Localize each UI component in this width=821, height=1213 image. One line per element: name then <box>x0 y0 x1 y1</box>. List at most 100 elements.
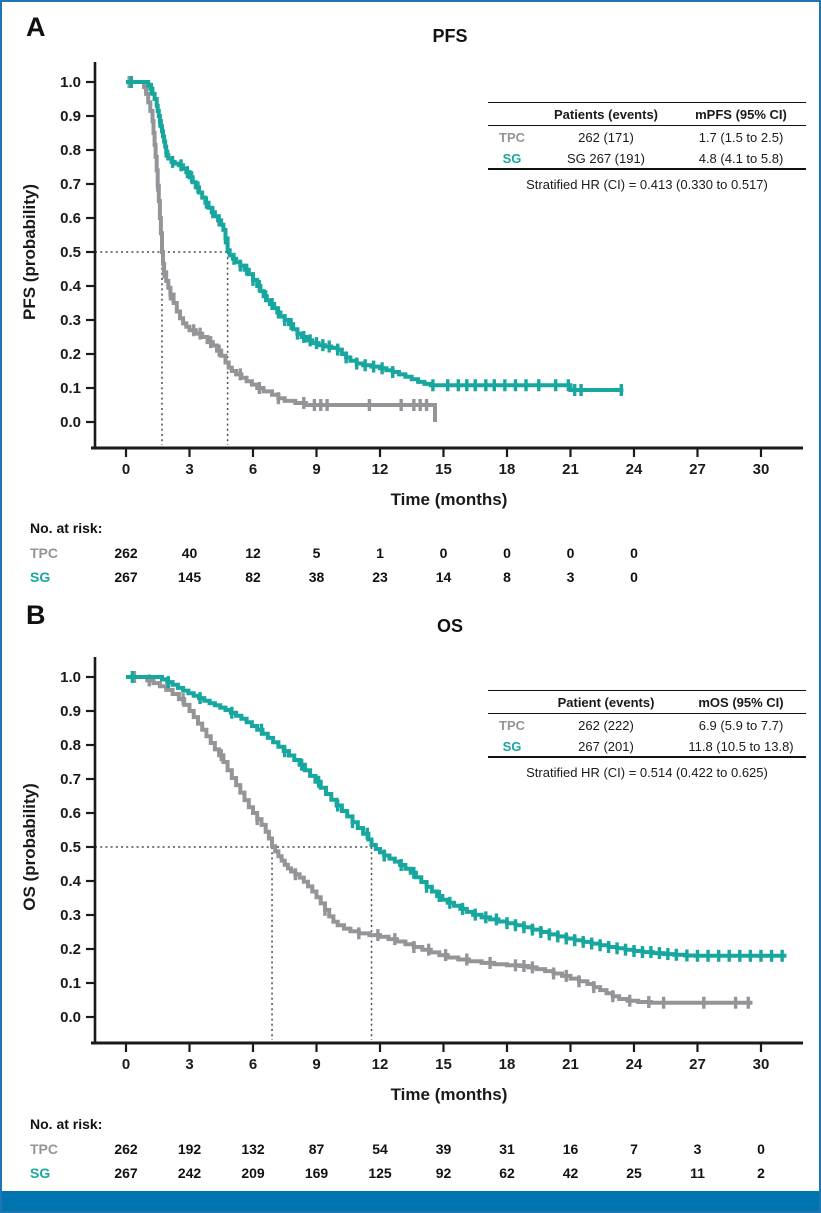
risk-count: 2 <box>757 1165 765 1181</box>
x-tick-label: 27 <box>689 1056 706 1073</box>
pfs-number-at-risk-table: No. at risk: TPC 262 40 12 5 1 0 0 0 0 SG 267 145 82 38… <box>2 520 819 598</box>
y-tick-label: 0.3 <box>60 312 81 329</box>
x-tick-label: 27 <box>689 461 706 478</box>
y-tick-label: 0.2 <box>60 346 81 363</box>
footer-accent-bar <box>2 1191 819 1211</box>
x-axis-title: Time (months) <box>391 490 508 509</box>
os-plot: 0.0 0.1 0.2 0.3 0.4 0.5 0.6 0.7 0.8 0.9 1.0 0 3 6 9 12 1… <box>20 657 803 1104</box>
pfs-stats-header-row: Patients (events) mPFS (95% CI) <box>488 102 806 126</box>
x-tick-label: 18 <box>499 1056 516 1073</box>
risk-count: 192 <box>177 1141 202 1157</box>
y-tick-label: 0.0 <box>60 414 81 431</box>
risk-count: 0 <box>630 545 638 561</box>
y-axis-title: PFS (probability) <box>20 184 39 320</box>
risk-count: 92 <box>435 1165 452 1181</box>
risk-row-label: SG <box>30 1165 51 1181</box>
pfs-stats-sg-patients: SG 267 (191) <box>566 151 646 166</box>
panel-a-letter: A <box>26 12 46 42</box>
risk-count: 42 <box>562 1165 579 1181</box>
pfs-stats-row-sg: SG SG 267 (191) 4.8 (4.1 to 5.8) <box>488 147 806 170</box>
y-tick-label: 0.4 <box>60 873 82 890</box>
x-tick-label: 0 <box>122 461 130 478</box>
x-tick-label: 12 <box>372 461 389 478</box>
os-stats-sg-label: SG <box>502 739 522 754</box>
risk-count: 7 <box>630 1141 638 1157</box>
os-hazard-ratio-text: Stratified HR (CI) = 0.514 (0.422 to 0.6… <box>526 765 768 780</box>
risk-count: 0 <box>757 1141 765 1157</box>
x-tick-label: 9 <box>312 1056 320 1073</box>
panel-b-title: OS <box>436 616 464 636</box>
os-stats-table: Patient (events) mOS (95% CI) TPC 262 (2… <box>488 690 806 779</box>
risk-count: 12 <box>245 545 261 561</box>
os-stats-row-sg: SG 267 (201) 11.8 (10.5 to 13.8) <box>488 735 806 758</box>
risk-table-title: No. at risk: <box>30 1116 103 1132</box>
risk-row-label: TPC <box>30 1141 58 1157</box>
x-tick-label: 30 <box>753 461 770 478</box>
os-stats-col1-header: Patient (events) <box>557 695 655 710</box>
risk-count: 25 <box>626 1165 642 1181</box>
risk-count: 5 <box>312 545 321 561</box>
risk-count: 14 <box>435 569 452 585</box>
pfs-stats-table: Patients (events) mPFS (95% CI) TPC 262 … <box>488 102 806 191</box>
risk-count: 169 <box>304 1165 329 1181</box>
y-tick-label: 0.0 <box>60 1009 81 1026</box>
tpc-survival-curve <box>126 80 437 422</box>
risk-count: 0 <box>630 569 638 585</box>
x-tick-label: 6 <box>249 1056 257 1073</box>
y-tick-label: 0.7 <box>60 176 81 193</box>
pfs-hazard-ratio-text: Stratified HR (CI) = 0.413 (0.330 to 0.5… <box>526 177 768 192</box>
os-stats-corner-cell <box>488 691 536 713</box>
x-tick-label: 30 <box>753 1056 770 1073</box>
risk-count: 145 <box>177 569 202 585</box>
x-tick-label: 9 <box>312 461 320 478</box>
x-tick-label: 21 <box>562 1056 579 1073</box>
y-tick-label: 0.1 <box>60 380 81 397</box>
risk-count: 1 <box>376 545 384 561</box>
risk-count: 38 <box>308 569 325 585</box>
risk-row-tpc: TPC 262 40 12 5 1 0 0 0 0 <box>2 545 819 565</box>
pfs-stats-tpc-patients: 262 (171) <box>578 130 634 145</box>
risk-count: 267 <box>114 569 138 585</box>
risk-count: 3 <box>566 569 575 585</box>
y-tick-label: 0.5 <box>60 244 81 261</box>
y-tick-label: 1.0 <box>60 74 81 91</box>
os-stats-tpc-label: TPC <box>499 718 525 733</box>
pfs-stats-sg-label: SG <box>502 151 522 166</box>
panel-a-title: PFS <box>432 26 468 46</box>
risk-row-sg: SG 267 242 209 169 125 92 62 42 25 11 2 <box>2 1165 819 1185</box>
risk-count: 0 <box>566 545 575 561</box>
y-tick-label: 0.1 <box>60 975 81 992</box>
y-tick-label: 0.4 <box>60 278 82 295</box>
os-stats-row-tpc: TPC 262 (222) 6.9 (5.9 to 7.7) <box>488 714 806 735</box>
os-stats-sg-median: 11.8 (10.5 to 13.8) <box>688 739 794 754</box>
risk-count: 132 <box>241 1141 265 1157</box>
risk-table-title: No. at risk: <box>30 520 103 536</box>
risk-count: 54 <box>372 1141 388 1157</box>
x-tick-label: 24 <box>626 461 643 478</box>
os-stats-tpc-patients: 262 (222) <box>578 718 634 733</box>
y-tick-label: 0.7 <box>60 771 81 788</box>
x-tick-label: 3 <box>185 1056 193 1073</box>
x-tick-label: 0 <box>122 1056 130 1073</box>
pfs-plot: 0.0 0.1 0.2 0.3 0.4 0.5 0.6 0.7 0.8 0.9 1.0 0 3 6 9 12 1… <box>20 62 803 509</box>
y-tick-label: 0.2 <box>60 941 81 958</box>
risk-count: 16 <box>562 1141 579 1157</box>
risk-count: 62 <box>499 1165 515 1181</box>
pfs-stats-col1-header: Patients (events) <box>553 107 659 122</box>
risk-count: 0 <box>439 545 448 561</box>
panel-b-letter: B <box>26 600 46 630</box>
x-tick-label: 21 <box>562 461 579 478</box>
os-stats-header-row: Patient (events) mOS (95% CI) <box>488 690 806 714</box>
y-tick-label: 0.6 <box>60 210 81 227</box>
x-tick-label: 3 <box>185 461 193 478</box>
risk-count: 209 <box>241 1165 265 1181</box>
risk-count: 267 <box>114 1165 138 1181</box>
risk-count: 262 <box>114 1141 138 1157</box>
tpc-survival-curve <box>126 675 753 1005</box>
risk-count: 87 <box>308 1141 325 1157</box>
os-stats-sg-patients: 267 (201) <box>578 739 634 754</box>
y-tick-label: 0.5 <box>60 839 81 856</box>
pfs-stats-tpc-median: 1.7 (1.5 to 2.5) <box>698 130 784 145</box>
risk-row-tpc: TPC 262 192 132 87 54 39 31 16 7 3 0 <box>2 1141 819 1161</box>
